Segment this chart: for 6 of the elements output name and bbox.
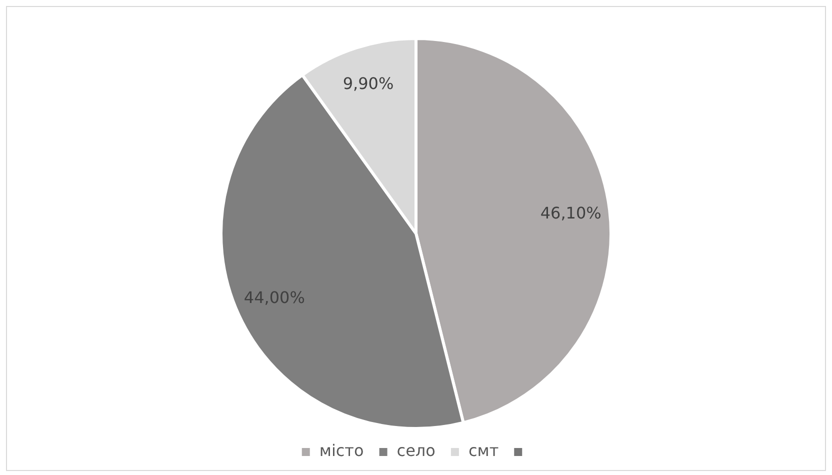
data-label: 46,10% <box>540 204 602 223</box>
legend-label: село <box>396 441 436 460</box>
data-label: 9,90% <box>342 74 394 94</box>
legend-label: місто <box>319 441 364 460</box>
legend-label: смт <box>468 441 499 460</box>
data-label: 44,00% <box>244 288 305 308</box>
